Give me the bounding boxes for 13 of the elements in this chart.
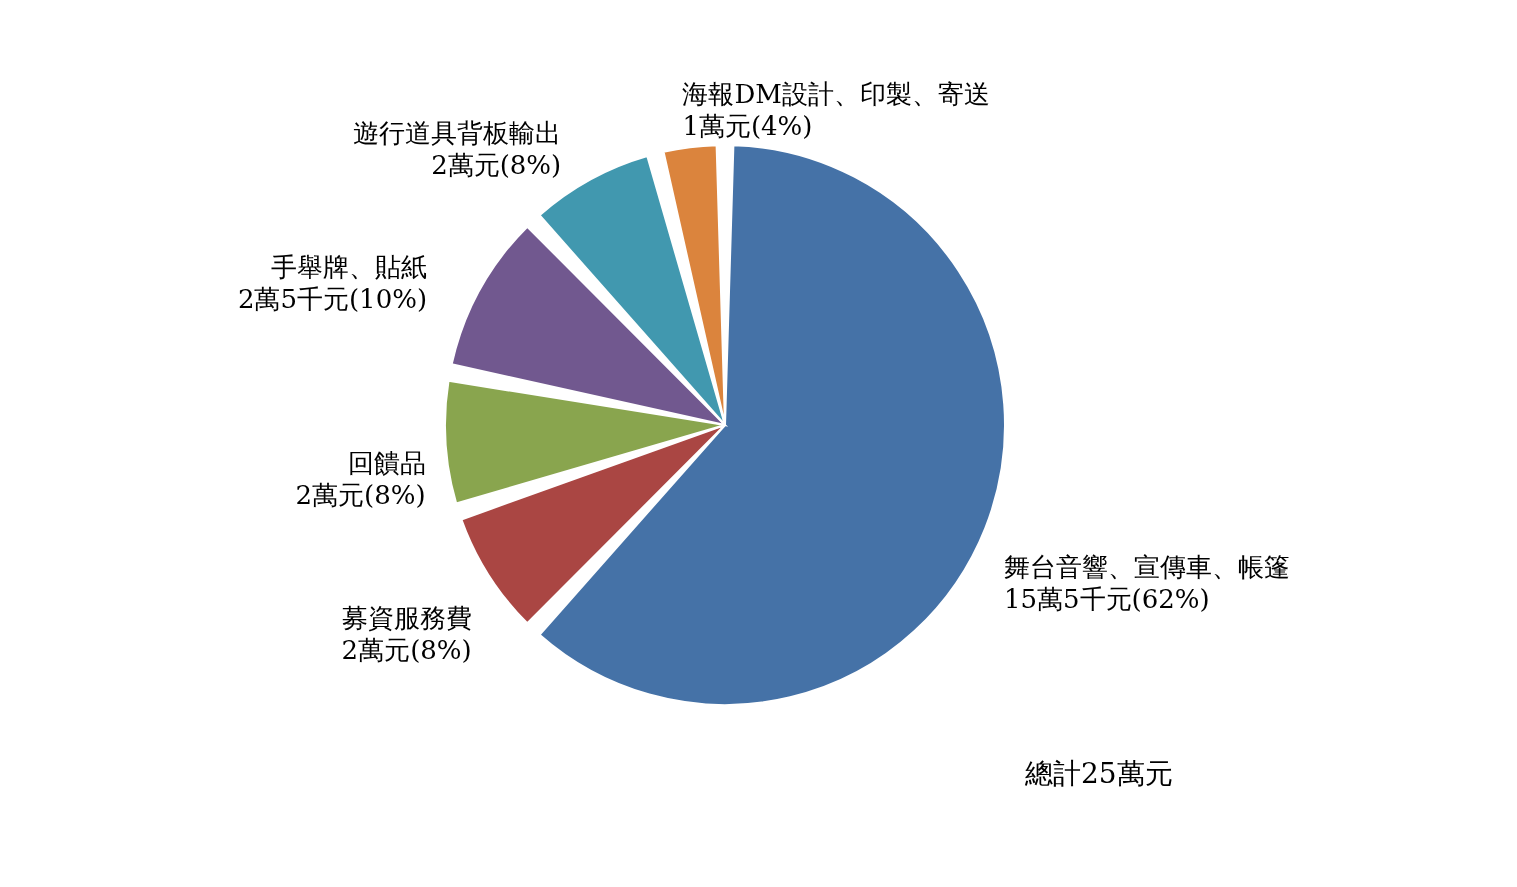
slice-label: 募資服務費 bbox=[341, 602, 472, 633]
text: 總計25萬元 bbox=[1024, 757, 1173, 790]
data-label: 2萬元(8%) bbox=[341, 634, 472, 665]
data-label: 1萬元(4%) bbox=[682, 110, 813, 141]
slice-label: 手舉牌、貼紙 bbox=[271, 252, 428, 283]
slice-label: 遊行道具背板輸出 bbox=[353, 118, 562, 149]
slice-label: 舞台音響、宣傳車、帳篷 bbox=[1003, 552, 1290, 583]
slice-label: 回饋品 bbox=[347, 447, 426, 478]
data-label: 2萬元(8%) bbox=[295, 479, 426, 510]
data-label: 15萬5千元(62%) bbox=[1003, 584, 1210, 615]
data-label: 2萬元(8%) bbox=[431, 150, 562, 181]
slice-label: 海報DM設計、印製、寄送 bbox=[682, 78, 990, 109]
data-label: 2萬5千元(10%) bbox=[237, 284, 428, 315]
